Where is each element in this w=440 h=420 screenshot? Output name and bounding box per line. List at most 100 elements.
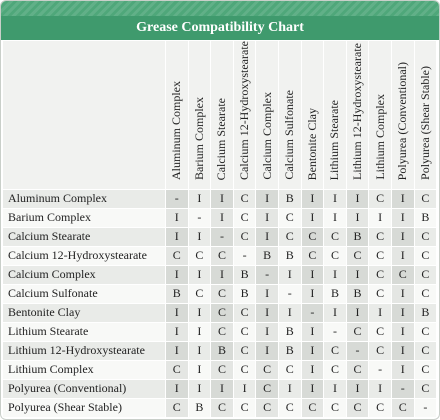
compatibility-cell: C xyxy=(255,378,279,399)
compatibility-cell: C xyxy=(368,397,392,418)
compatibility-cell: - xyxy=(165,188,189,209)
compatibility-cell: C xyxy=(210,321,234,342)
compatibility-cell: I xyxy=(255,340,279,361)
compatibility-cell: C xyxy=(413,359,438,380)
table-row: Lithium Stearate I I C C I B I - C C I C xyxy=(2,321,438,342)
compatibility-cell: C xyxy=(323,226,347,247)
compatibility-table: Aluminum Complex Barium Complex Calcium St… xyxy=(2,40,438,418)
compatibility-cell: - xyxy=(390,378,415,399)
compatibility-cell: C xyxy=(413,321,438,342)
compatibility-cell: C xyxy=(300,245,325,266)
compatibility-cell: C xyxy=(413,340,438,361)
compatibility-cell: I xyxy=(300,207,325,228)
column-header: Calcium 12-Hydroxystearate xyxy=(232,40,257,190)
compatibility-cell: I xyxy=(165,378,189,399)
compatibility-cell: C xyxy=(210,359,234,380)
column-header-label: Aluminum Complex xyxy=(169,80,184,180)
column-header-label: Polyurea (Conventional) xyxy=(395,61,410,180)
compatibility-cell: C xyxy=(210,397,234,418)
compatibility-cell: I xyxy=(300,340,325,361)
table-row: Lithium 12-Hydroxystearate I I B C I B I C - C I C xyxy=(2,340,438,361)
compatibility-cell: I xyxy=(300,378,325,399)
compatibility-cell: I xyxy=(390,226,415,247)
compatibility-cell: C xyxy=(232,321,257,342)
table-row: Calcium 12-Hydroxystearate C C C - B B C C C C I C xyxy=(2,245,438,266)
compatibility-cell: C xyxy=(345,245,370,266)
column-header-label: Calcium Complex xyxy=(259,92,274,180)
compatibility-cell: C xyxy=(368,264,392,285)
table-row: Bentonite Clay I I C C I I - I I I I B xyxy=(2,302,438,323)
compatibility-cell: I xyxy=(165,321,189,342)
compatibility-cell: C xyxy=(323,359,347,380)
compatibility-cell: C xyxy=(323,340,347,361)
compatibility-cell: - xyxy=(323,321,347,342)
compatibility-cell: I xyxy=(255,321,279,342)
compatibility-cell: I xyxy=(277,302,302,323)
compatibility-cell: C xyxy=(232,340,257,361)
compatibility-cell: B xyxy=(323,283,347,304)
compatibility-cell: I xyxy=(210,264,234,285)
compatibility-cell: I xyxy=(390,340,415,361)
corner-cell xyxy=(2,40,166,190)
compatibility-cell: I xyxy=(165,207,189,228)
compatibility-cell: C xyxy=(232,226,257,247)
compatibility-cell: C xyxy=(255,397,279,418)
compatibility-cell: C xyxy=(413,188,438,209)
compatibility-cell: C xyxy=(368,283,392,304)
compatibility-cell: I xyxy=(323,188,347,209)
compatibility-cell: I xyxy=(300,188,325,209)
row-label: Polyurea (Shear Stable) xyxy=(2,397,166,418)
compatibility-cell: I xyxy=(390,321,415,342)
column-header: Calcium Stearate xyxy=(210,40,234,190)
row-label: Polyurea (Conventional) xyxy=(2,378,166,399)
compatibility-cell: C xyxy=(413,378,438,399)
compatibility-cell: I xyxy=(323,378,347,399)
compatibility-cell: I xyxy=(255,207,279,228)
table-row: Lithium Complex C I C C C C I C C - I C xyxy=(2,359,438,380)
column-header: Polyurea (Shear Stable) xyxy=(413,40,438,190)
compatibility-cell: I xyxy=(255,226,279,247)
compatibility-cell: - xyxy=(345,340,370,361)
row-label: Lithium Stearate xyxy=(2,321,166,342)
column-header-label: Calcium Stearate xyxy=(214,97,229,180)
compatibility-cell: C xyxy=(232,397,257,418)
compatibility-cell: I xyxy=(277,264,302,285)
compatibility-cell: I xyxy=(368,302,392,323)
chart-title: Grease Compatibility Chart xyxy=(1,16,439,40)
column-header-label: Lithium 12-Hydroxystearate xyxy=(350,43,365,180)
compatibility-cell: I xyxy=(345,378,370,399)
compatibility-cell: I xyxy=(165,226,189,247)
column-header-label: Polyurea (Shear Stable) xyxy=(417,66,432,180)
compatibility-cell: I xyxy=(390,188,415,209)
compatibility-cell: - xyxy=(300,302,325,323)
compatibility-cell: - xyxy=(413,397,438,418)
compatibility-cell: I xyxy=(345,264,370,285)
compatibility-cell: I xyxy=(232,378,257,399)
table-body: Aluminum Complex - I I C I B I I I C I C Barium Compl… xyxy=(2,188,438,418)
compatibility-cell: I xyxy=(390,207,415,228)
column-header: Lithium 12-Hydroxystearate xyxy=(345,40,370,190)
compatibility-cell: I xyxy=(323,302,347,323)
compatibility-cell: C xyxy=(232,302,257,323)
compatibility-cell: C xyxy=(210,245,234,266)
compatibility-cell: I xyxy=(277,378,302,399)
compatibility-cell: I xyxy=(390,359,415,380)
row-label: Calcium 12-Hydroxystearate xyxy=(2,245,166,266)
compatibility-cell: I xyxy=(187,188,212,209)
compatibility-cell: I xyxy=(300,359,325,380)
compatibility-cell: I xyxy=(345,207,370,228)
compatibility-cell: C xyxy=(368,340,392,361)
compatibility-cell: C xyxy=(210,283,234,304)
column-header-label: Barium Complex xyxy=(191,96,206,180)
compatibility-cell: C xyxy=(300,397,325,418)
table-row: Polyurea (Shear Stable) C B C C C C C C C C C - xyxy=(2,397,438,418)
compatibility-cell: I xyxy=(187,359,212,380)
compatibility-cell: - xyxy=(277,283,302,304)
compatibility-cell: I xyxy=(210,207,234,228)
compatibility-cell: B xyxy=(210,340,234,361)
compatibility-cell: C xyxy=(323,245,347,266)
column-header-label: Calcium 12-Hydroxystearate xyxy=(237,41,252,180)
row-label: Barium Complex xyxy=(2,207,166,228)
row-label: Calcium Complex xyxy=(2,264,166,285)
column-header: Polyurea (Conventional) xyxy=(390,40,415,190)
